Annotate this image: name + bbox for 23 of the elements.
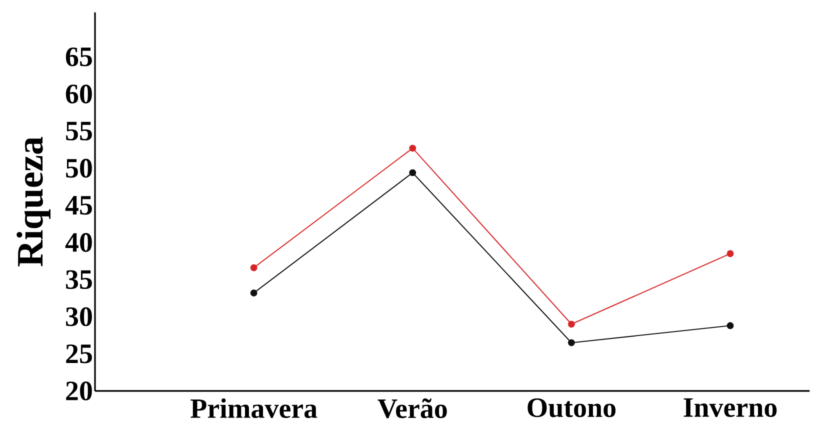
y-tick-label: 20 xyxy=(66,382,92,400)
y-tick-label: 40 xyxy=(65,233,92,252)
point xyxy=(568,320,575,328)
x-tick-label: Outono xyxy=(528,398,616,418)
y-tick-label: 25 xyxy=(66,344,92,364)
point xyxy=(726,250,734,258)
x-tick-label: Primavera xyxy=(190,398,318,418)
y-tick-label: 55 xyxy=(66,122,92,140)
y-tick-label: 45 xyxy=(65,196,92,215)
point xyxy=(409,169,416,176)
point xyxy=(250,264,258,272)
point xyxy=(568,339,575,346)
point xyxy=(726,322,734,330)
y-axis-title: Riqueza xyxy=(16,136,50,266)
y-tick-label: 50 xyxy=(66,158,92,178)
y-tick-label: 60 xyxy=(66,84,92,104)
y-tick-label: 65 xyxy=(66,47,92,66)
point xyxy=(250,290,258,296)
y-tick-label: 35 xyxy=(66,270,92,290)
y-tick-label: 30 xyxy=(66,307,92,326)
x-tick-label: Inverno xyxy=(684,398,777,417)
point xyxy=(409,144,416,152)
x-tick-label: Verão xyxy=(378,398,447,418)
